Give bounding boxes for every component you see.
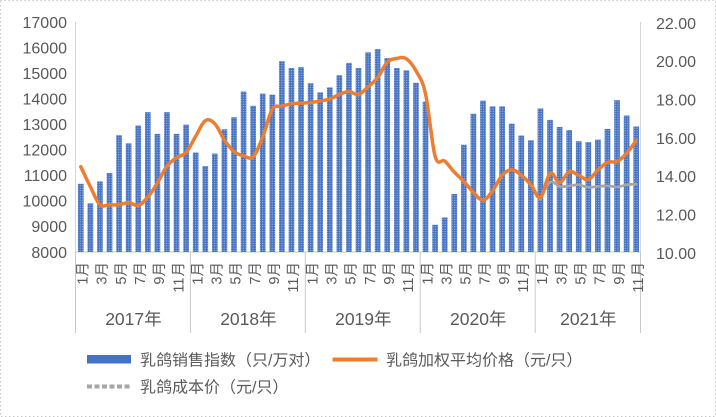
- svg-text:1: 1: [535, 277, 551, 285]
- svg-text:11: 11: [516, 278, 532, 293]
- svg-text:5: 5: [459, 277, 475, 285]
- svg-text:12.00: 12.00: [656, 207, 696, 224]
- svg-text:11000: 11000: [24, 168, 67, 185]
- svg-text:9: 9: [152, 277, 168, 285]
- svg-text:9: 9: [382, 277, 398, 285]
- svg-text:3: 3: [325, 277, 341, 285]
- svg-text:5: 5: [344, 277, 360, 285]
- svg-text:1: 1: [305, 277, 321, 285]
- svg-text:3: 3: [439, 277, 455, 285]
- svg-text:2019: 2019: [335, 309, 374, 329]
- svg-text:5: 5: [114, 277, 130, 285]
- svg-text:11: 11: [401, 278, 417, 293]
- svg-text:3: 3: [95, 277, 111, 285]
- svg-text:9000: 9000: [31, 219, 67, 236]
- svg-text:18.00: 18.00: [656, 92, 696, 109]
- svg-text:5: 5: [574, 277, 590, 285]
- svg-text:7: 7: [133, 277, 149, 285]
- svg-text:17000: 17000: [23, 15, 68, 32]
- svg-text:15000: 15000: [23, 66, 68, 83]
- svg-text:3: 3: [554, 277, 570, 285]
- svg-text:7: 7: [363, 277, 379, 285]
- svg-text:16.00: 16.00: [656, 131, 696, 148]
- svg-text:7: 7: [478, 277, 494, 285]
- svg-text:2021: 2021: [560, 309, 599, 329]
- svg-text:9: 9: [612, 277, 628, 285]
- svg-text:/: /: [252, 380, 257, 397]
- svg-text:10000: 10000: [23, 194, 68, 211]
- svg-text:/: /: [268, 353, 273, 370]
- svg-text:7: 7: [593, 277, 609, 285]
- svg-text:11: 11: [286, 278, 302, 293]
- svg-text:1: 1: [190, 277, 206, 285]
- svg-text:2020: 2020: [450, 309, 489, 329]
- svg-text:7: 7: [248, 277, 264, 285]
- svg-text:20.00: 20.00: [656, 54, 696, 71]
- svg-text:13000: 13000: [23, 117, 68, 134]
- svg-text:22.00: 22.00: [656, 16, 696, 33]
- svg-text:9: 9: [267, 277, 283, 285]
- svg-text:12000: 12000: [23, 143, 68, 160]
- svg-text:5: 5: [229, 277, 245, 285]
- svg-text:2017: 2017: [105, 309, 144, 329]
- svg-text:3: 3: [210, 277, 226, 285]
- svg-text:8000: 8000: [31, 245, 67, 262]
- svg-text:11: 11: [171, 278, 187, 293]
- svg-text:11: 11: [631, 278, 647, 293]
- svg-text:10.00: 10.00: [656, 246, 696, 263]
- svg-text:2018: 2018: [220, 309, 259, 329]
- svg-text:1: 1: [76, 277, 92, 285]
- svg-text:14000: 14000: [23, 91, 68, 108]
- svg-text:/: /: [546, 353, 551, 370]
- svg-text:1: 1: [420, 277, 436, 285]
- svg-text:14.00: 14.00: [656, 169, 696, 186]
- svg-text:16000: 16000: [23, 40, 68, 57]
- svg-text:9: 9: [497, 277, 513, 285]
